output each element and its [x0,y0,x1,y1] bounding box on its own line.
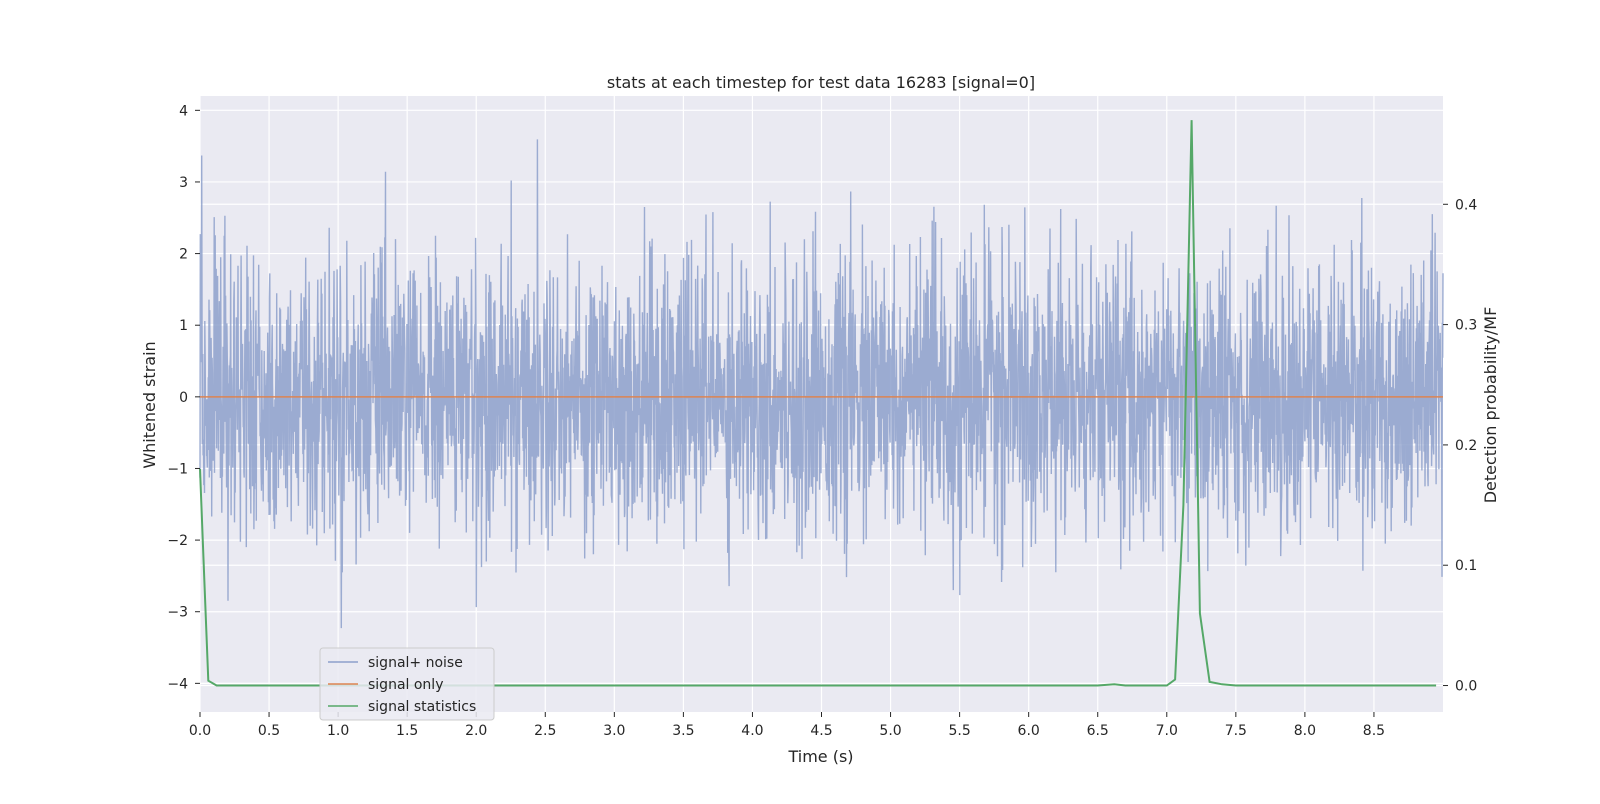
x-tick-label: 2.0 [465,723,487,739]
x-tick-label: 3.0 [603,723,625,739]
x-tick-label: 2.5 [534,723,556,739]
y-axis-label-right: Detection probability/MF [1481,307,1500,504]
legend: signal+ noise signal only signal statist… [319,647,495,721]
y-tick-label: 0 [179,390,188,406]
y-tick-label: −3 [167,605,188,621]
y-right-tick-label: 0.3 [1455,318,1477,334]
y-right-tick-label: 0.4 [1455,197,1477,213]
x-tick-label: 4.0 [741,723,763,739]
y-tick-label: 4 [179,103,188,119]
x-tick-label: 1.0 [327,723,349,739]
legend-label-signal-statistics: signal statistics [368,699,476,715]
series-signal-noise [199,139,1444,629]
y-tick-label: −4 [167,676,188,692]
x-tick-label: 7.0 [1156,723,1178,739]
x-tick-label: 0.0 [189,723,211,739]
x-tick-label: 7.5 [1225,723,1247,739]
y-tick-label: 2 [179,247,188,263]
x-tick-label: 5.0 [879,723,901,739]
y-axis-label: Whitened strain [140,341,159,468]
legend-label-signal-noise: signal+ noise [368,655,463,671]
y-axis-right: 0.0 0.1 0.2 0.3 0.4 [1443,197,1477,695]
y-tick-label: −1 [167,461,188,477]
legend-label-signal-only: signal only [368,677,443,693]
series-signal-statistics [199,120,1437,687]
chart-title: stats at each timestep for test data 162… [607,73,1035,92]
x-axis: 0.0 0.5 1.0 1.5 2.0 2.5 3.0 3.5 4.0 4.5 5.0 5.5 6.0 6… [189,712,1385,739]
x-tick-label: 5.5 [948,723,970,739]
y-tick-label: 1 [179,318,188,334]
x-tick-label: 6.5 [1087,723,1109,739]
x-tick-label: 6.0 [1018,723,1040,739]
x-axis-label: Time (s) [787,747,853,766]
signal-statistics-line [199,120,1437,687]
x-tick-label: 3.5 [672,723,694,739]
y-right-tick-label: 0.2 [1455,438,1477,454]
y-right-tick-label: 0.0 [1455,679,1477,695]
y-tick-label: −2 [167,533,188,549]
x-tick-label: 8.5 [1363,723,1385,739]
legend-box [319,647,495,721]
x-tick-label: 8.0 [1294,723,1316,739]
x-tick-label: 1.5 [396,723,418,739]
y-axis-left: −4 −3 −2 −1 0 1 2 3 4 [167,103,200,692]
x-tick-label: 0.5 [258,723,280,739]
y-right-tick-label: 0.1 [1455,558,1477,574]
y-tick-label: 3 [179,175,188,191]
noise-line [199,139,1444,629]
x-tick-label: 4.5 [810,723,832,739]
